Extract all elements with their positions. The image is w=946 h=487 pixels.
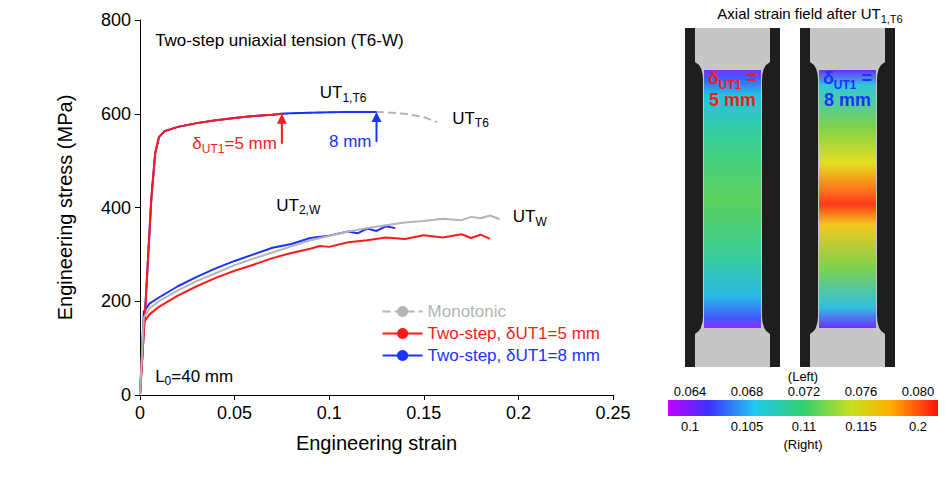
svg-text:0: 0 bbox=[121, 385, 131, 405]
svg-text:1,T6: 1,T6 bbox=[342, 91, 366, 105]
svg-text:200: 200 bbox=[101, 291, 131, 311]
svg-text:0.2: 0.2 bbox=[909, 419, 927, 434]
svg-text:0.115: 0.115 bbox=[845, 419, 877, 434]
svg-text:Engineering strain: Engineering strain bbox=[296, 432, 457, 454]
svg-text:600: 600 bbox=[101, 104, 131, 124]
svg-text:800: 800 bbox=[101, 10, 131, 30]
svg-text:UT: UT bbox=[513, 207, 536, 226]
svg-text:0: 0 bbox=[164, 374, 172, 389]
svg-text:5 mm: 5 mm bbox=[709, 90, 756, 110]
svg-text:8 mm: 8 mm bbox=[824, 90, 871, 110]
svg-text:Engineering stress (MPa): Engineering stress (MPa) bbox=[54, 95, 76, 321]
svg-text:0.1: 0.1 bbox=[317, 403, 342, 423]
svg-text:0.068: 0.068 bbox=[731, 384, 764, 399]
svg-text:δUT1 =: δUT1 = bbox=[708, 68, 757, 92]
svg-text:0.2: 0.2 bbox=[506, 403, 531, 423]
svg-text:0: 0 bbox=[135, 403, 145, 423]
svg-text:0.105: 0.105 bbox=[731, 419, 764, 434]
svg-text:0.080: 0.080 bbox=[902, 384, 935, 399]
svg-text:0.1: 0.1 bbox=[681, 419, 699, 434]
svg-text:0.072: 0.072 bbox=[788, 384, 821, 399]
svg-text:(Right): (Right) bbox=[783, 437, 822, 452]
svg-text:(Left): (Left) bbox=[788, 369, 818, 384]
svg-text:UT: UT bbox=[276, 196, 299, 215]
svg-text:L: L bbox=[155, 367, 164, 386]
svg-text:Two-step uniaxial tension (T6-: Two-step uniaxial tension (T6-W) bbox=[155, 31, 403, 50]
svg-text:δ: δ bbox=[192, 134, 201, 153]
svg-text:=40 mm: =40 mm bbox=[171, 367, 233, 386]
svg-text:UT1: UT1 bbox=[202, 142, 225, 156]
svg-text:2,W: 2,W bbox=[299, 203, 321, 217]
svg-text:δUT1 =: δUT1 = bbox=[823, 68, 872, 92]
svg-text:0.11: 0.11 bbox=[792, 419, 816, 434]
svg-text:8 mm: 8 mm bbox=[329, 132, 372, 151]
svg-text:0.05: 0.05 bbox=[217, 403, 252, 423]
svg-text:UT: UT bbox=[452, 109, 475, 128]
svg-text:Two-step, δUT1=8 mm: Two-step, δUT1=8 mm bbox=[428, 346, 600, 365]
svg-text:0.15: 0.15 bbox=[406, 403, 441, 423]
svg-text:400: 400 bbox=[101, 198, 131, 218]
svg-text:Monotonic: Monotonic bbox=[428, 302, 507, 321]
svg-text:T6: T6 bbox=[475, 116, 489, 130]
svg-text:Axial strain field after UT1,T: Axial strain field after UT1,T6 bbox=[717, 5, 902, 25]
svg-text:0.064: 0.064 bbox=[674, 384, 707, 399]
svg-text:0.076: 0.076 bbox=[845, 384, 878, 399]
svg-text:0.25: 0.25 bbox=[595, 403, 630, 423]
svg-text:UT: UT bbox=[320, 83, 343, 102]
svg-text:=5 mm: =5 mm bbox=[224, 134, 276, 153]
svg-text:Two-step, δUT1=5 mm: Two-step, δUT1=5 mm bbox=[428, 324, 600, 343]
svg-text:W: W bbox=[535, 215, 547, 229]
